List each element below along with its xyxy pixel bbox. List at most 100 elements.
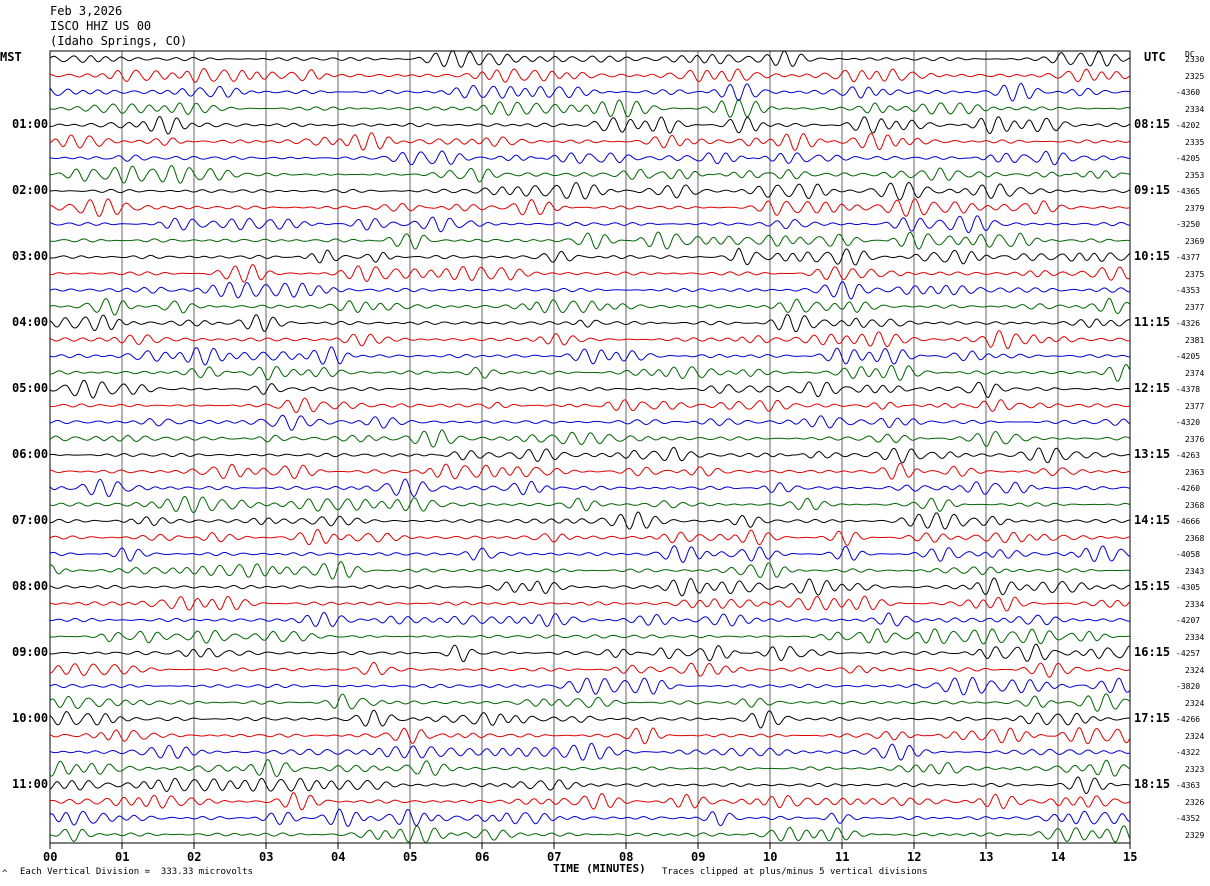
x-tick-label: 13 (979, 850, 994, 864)
trace-line (49, 561, 1131, 580)
trace-line (49, 346, 1131, 366)
dc-offset-label: -4205 (1176, 154, 1201, 163)
right-hour-label: 08:15 (1134, 117, 1171, 131)
x-tick-label: 07 (547, 850, 562, 864)
trace-line (49, 643, 1131, 663)
trace-line (49, 759, 1131, 778)
left-hour-label: 05:00 (12, 381, 49, 395)
right-hour-label: 11:15 (1134, 315, 1171, 329)
dc-offset-label: -4326 (1176, 319, 1201, 328)
trace-line (49, 661, 1131, 678)
dc-offset-label: 2368 (1185, 533, 1205, 543)
dc-offset-label: -3820 (1176, 682, 1201, 691)
dc-offset-label: -4377 (1176, 253, 1201, 262)
left-hour-label: 11:00 (12, 777, 49, 791)
station-location: (Idaho Springs, CO) (50, 34, 188, 48)
x-tick-label: 06 (475, 850, 490, 864)
trace-line (50, 511, 1131, 530)
dc-offset-label: 2330 (1185, 55, 1205, 64)
dc-offset-label: -4257 (1176, 649, 1201, 658)
trace-line (49, 709, 1131, 729)
left-timezone-label: MST (0, 50, 22, 64)
trace-line (49, 792, 1131, 811)
dc-offset-label: -4205 (1176, 352, 1201, 361)
dc-offset-label: 2343 (1185, 566, 1205, 576)
trace-line (49, 181, 1131, 201)
right-hour-label: 14:15 (1134, 513, 1171, 527)
trace-line (49, 446, 1131, 464)
left-hour-label: 04:00 (12, 315, 49, 329)
plot-date: Feb 3,2026 (50, 4, 123, 18)
trace-line (49, 297, 1131, 316)
plot-frame (49, 50, 1131, 844)
clip-note: Traces clipped at plus/minus 5 vertical … (662, 867, 928, 877)
dc-offset-label: 2369 (1185, 236, 1205, 246)
trace-line (49, 825, 1131, 844)
trace-line (49, 628, 1131, 645)
trace-line (49, 379, 1131, 399)
x-tick-label: 10 (763, 850, 778, 864)
dc-offset-label: 2375 (1185, 269, 1205, 279)
dc-offset-label: -4305 (1176, 583, 1201, 592)
left-hour-label: 01:00 (12, 117, 49, 131)
trace-line (49, 263, 1131, 283)
trace-line (49, 132, 1131, 152)
trace-line (49, 364, 1131, 382)
left-hour-label: 09:00 (12, 645, 49, 659)
right-hour-label: 16:15 (1134, 645, 1171, 659)
dc-offset-label: -4378 (1176, 385, 1201, 394)
dc-offset-label: 2353 (1185, 170, 1205, 180)
trace-line (49, 577, 1131, 597)
dc-offset-label: -4263 (1176, 451, 1201, 460)
dc-offset-label: 2379 (1185, 203, 1205, 213)
x-tick-label: 01 (115, 850, 130, 864)
dc-offset-label: 2326 (1185, 797, 1205, 807)
dc-offset-label: 2323 (1185, 764, 1205, 774)
trace-line (49, 165, 1131, 184)
x-tick-label: 04 (331, 850, 346, 864)
dc-offset-label: -4207 (1176, 616, 1201, 625)
x-tick-label: 15 (1123, 850, 1138, 864)
trace-line (49, 330, 1131, 350)
dc-offset-label: 2324 (1185, 698, 1205, 708)
trace-line (49, 247, 1131, 266)
dc-offset-label: -4360 (1176, 88, 1201, 97)
dc-offset-label: -4365 (1176, 187, 1201, 196)
trace-line (49, 545, 1131, 564)
dc-offset-label: 2329 (1185, 830, 1205, 840)
x-tick-label: 11 (835, 850, 850, 864)
x-tick-label: 08 (619, 850, 634, 864)
station-code: ISCO HHZ US 00 (50, 19, 152, 33)
trace-line (49, 215, 1131, 234)
dc-offset-label: -3250 (1176, 220, 1201, 229)
dc-offset-label: -4320 (1176, 418, 1201, 427)
trace-line (49, 98, 1131, 118)
trace-line (49, 429, 1131, 448)
vertical-scale-note: Each Vertical Division = 333.33 microvol… (20, 867, 253, 877)
x-tick-label: 05 (403, 850, 418, 864)
left-hour-label: 10:00 (12, 711, 49, 725)
trace-line (49, 116, 1131, 135)
trace-line (49, 808, 1131, 828)
dc-offset-label: 2325 (1185, 71, 1205, 81)
x-tick-label: 12 (907, 850, 922, 864)
dc-offset-label: -4266 (1176, 715, 1201, 724)
dc-offset-label: -4322 (1176, 748, 1201, 757)
dc-offset-label: -4363 (1176, 781, 1201, 790)
x-tick-label: 03 (259, 850, 274, 864)
right-hour-label: 12:15 (1134, 381, 1171, 395)
x-tick-label: 02 (187, 850, 202, 864)
trace-line (49, 231, 1131, 250)
trace-line (49, 611, 1131, 628)
x-tick-label: 00 (43, 850, 58, 864)
trace-line (49, 68, 1131, 83)
dc-offset-label: 2377 (1185, 302, 1205, 312)
left-hour-label: 03:00 (12, 249, 49, 263)
dc-offset-label: 2376 (1185, 434, 1205, 444)
trace-line (49, 742, 1131, 761)
left-hour-label: 07:00 (12, 513, 49, 527)
trace-line (49, 462, 1131, 480)
right-timezone-label: UTC (1144, 50, 1166, 64)
dc-offset-label: 2334 (1185, 104, 1205, 114)
